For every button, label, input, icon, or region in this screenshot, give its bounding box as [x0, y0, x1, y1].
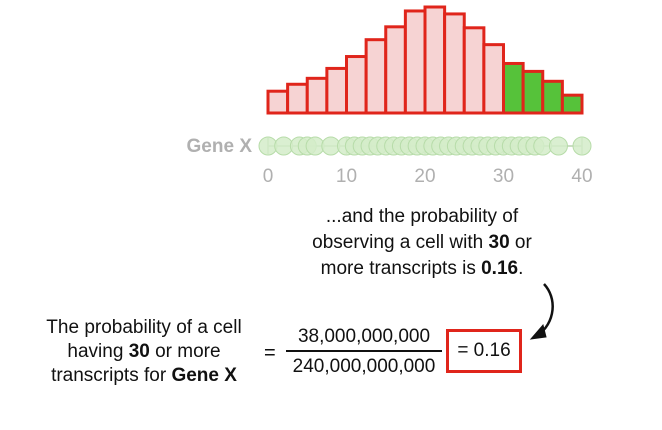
tick-label: 0	[263, 166, 274, 187]
cell-dot	[548, 136, 568, 156]
tick-label: 20	[414, 166, 435, 187]
histogram-bar	[364, 38, 388, 115]
histogram-bar	[305, 76, 329, 115]
tick-label: 40	[571, 166, 592, 187]
annotation-line-2: observing a cell with 30 or	[312, 232, 532, 253]
histogram-bar	[541, 79, 564, 115]
histogram-bar	[266, 89, 290, 115]
histogram-bar	[462, 26, 486, 115]
probability-description: The probability of a cell having 30 or m…	[46, 317, 242, 386]
tick-label: 10	[336, 166, 357, 187]
histogram-bar	[286, 82, 309, 115]
histogram-bar	[443, 12, 466, 115]
axis-tick-labels: 0 10 20 30 40	[263, 166, 593, 187]
histogram-bar	[325, 66, 348, 115]
fraction-denominator: 240,000,000,000	[292, 356, 436, 377]
annotation-line-3: more transcripts is 0.16.	[320, 258, 524, 279]
histogram-bar	[482, 43, 505, 115]
annotation-line-1: ...and the probability of	[325, 206, 519, 227]
equals-sign: =	[264, 342, 276, 364]
histogram-bar	[423, 5, 447, 115]
cell-dots	[258, 136, 592, 156]
histogram-bar	[521, 69, 545, 115]
fraction-numerator: 38,000,000,000	[297, 326, 431, 347]
probability-value: 0.16	[481, 258, 519, 279]
histogram-bar	[384, 25, 407, 115]
annotation-text: ...and the probability of observing a ce…	[286, 204, 558, 282]
result-value: = 0.16	[457, 340, 511, 361]
histogram-bars	[266, 5, 584, 115]
histogram-bar	[502, 61, 525, 115]
fraction-bar	[286, 350, 442, 352]
histogram-bar	[403, 9, 427, 115]
curved-arrow	[529, 283, 554, 340]
histogram-bar	[560, 93, 584, 115]
cell-dot	[572, 136, 592, 156]
histogram-bar	[345, 55, 368, 115]
result-box: = 0.16	[446, 329, 522, 373]
gene-label: Gene X	[187, 136, 253, 157]
tick-label: 30	[493, 166, 514, 187]
fraction: 38,000,000,000 240,000,000,000	[286, 325, 442, 379]
count-threshold: 30	[488, 232, 510, 253]
